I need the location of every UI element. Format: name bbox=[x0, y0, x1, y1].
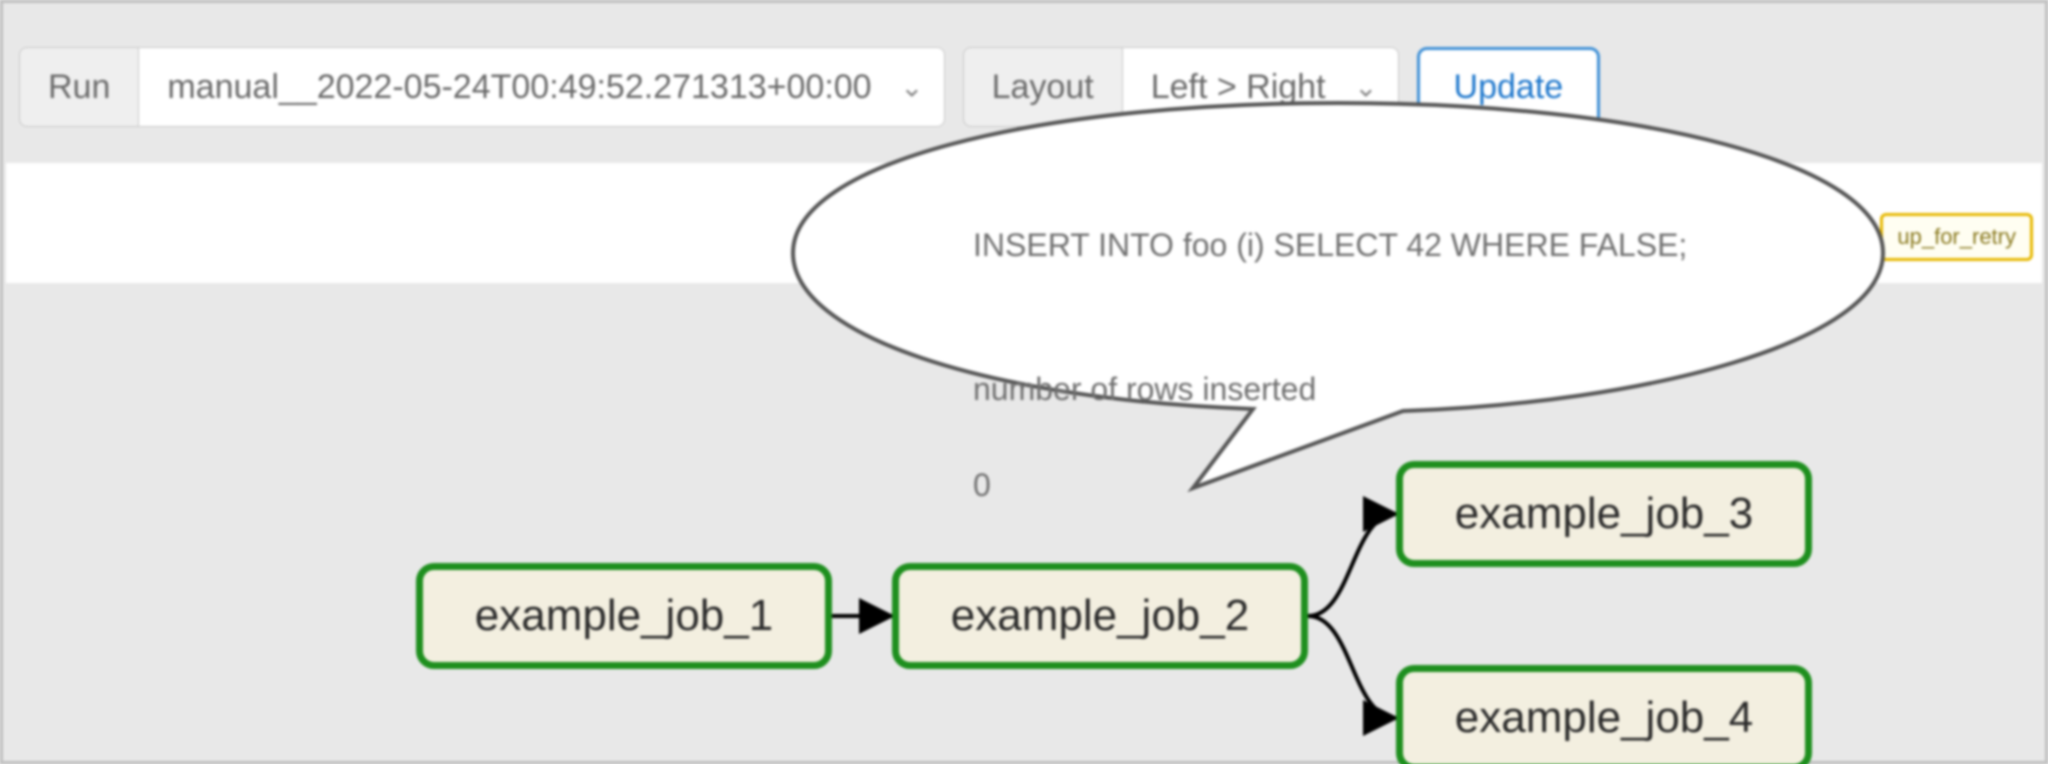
status-badge-label: up_for_retry bbox=[1897, 224, 2016, 249]
run-select[interactable]: manual__2022-05-24T00:49:52.271313+00:00… bbox=[138, 47, 944, 127]
run-select-value: manual__2022-05-24T00:49:52.271313+00:00 bbox=[167, 68, 871, 107]
edge-n2-n4 bbox=[1308, 616, 1396, 718]
app-frame: Run manual__2022-05-24T00:49:52.271313+0… bbox=[0, 0, 2048, 764]
layout-select-value: Left > Right bbox=[1151, 68, 1326, 107]
update-button-label: Update bbox=[1454, 68, 1564, 107]
run-group: Run manual__2022-05-24T00:49:52.271313+0… bbox=[19, 47, 945, 127]
status-badge-up-for-retry[interactable]: up_for_retry bbox=[1880, 213, 2033, 261]
task-node-n2[interactable]: example_job_2 bbox=[892, 563, 1308, 669]
toolbar: Run manual__2022-05-24T00:49:52.271313+0… bbox=[19, 47, 1600, 127]
update-button[interactable]: Update bbox=[1417, 47, 1601, 127]
task-node-n4[interactable]: example_job_4 bbox=[1396, 665, 1812, 764]
layout-group: Layout Left > Right ⌄ bbox=[963, 47, 1399, 127]
graph-canvas[interactable]: example_job_1example_job_2example_job_3e… bbox=[6, 283, 2042, 758]
task-node-n3[interactable]: example_job_3 bbox=[1396, 461, 1812, 567]
edge-n2-n3 bbox=[1308, 514, 1396, 616]
chevron-down-icon: ⌄ bbox=[1354, 71, 1377, 104]
run-label: Run bbox=[19, 47, 138, 127]
content-strip bbox=[6, 163, 2042, 283]
chevron-down-icon: ⌄ bbox=[900, 71, 923, 104]
task-node-n1[interactable]: example_job_1 bbox=[416, 563, 832, 669]
layout-select[interactable]: Left > Right ⌄ bbox=[1122, 47, 1399, 127]
layout-label: Layout bbox=[963, 47, 1122, 127]
